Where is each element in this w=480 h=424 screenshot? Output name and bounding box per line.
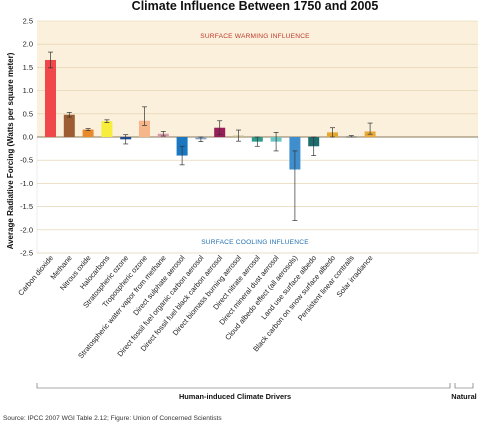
bar (139, 120, 150, 137)
plot-area: 2.5 2.0 1.5 1.0 0.5 0.0 -0.5 -1.0 -1.5 -2.0 -2.5 (20, 17, 479, 258)
y-tick-label: 1.0 (23, 86, 33, 95)
warming-zone-label: SURFACE WARMING INFLUENCE (200, 33, 310, 40)
y-tick-label: -1.0 (20, 179, 33, 188)
y-tick-label: 2.5 (23, 17, 33, 26)
human-group-label: Human-induced Climate Drivers (179, 392, 291, 401)
y-tick-label: -0.5 (20, 156, 33, 165)
source-note: Source: IPCC 2007 WGI Table 2.12; Figure… (3, 415, 222, 422)
y-tick-label: 1.5 (23, 63, 33, 72)
cooling-zone-label: SURFACE COOLING INFLUENCE (201, 239, 309, 246)
y-tick-label: 2.0 (23, 40, 33, 49)
warming-zone (37, 21, 478, 137)
y-tick-label: 0.5 (23, 109, 33, 118)
chart-title: Climate Influence Between 1750 and 2005 (132, 0, 379, 13)
bar (45, 59, 56, 138)
bar (101, 121, 113, 137)
y-axis-label: Average Radiative Forcing (Watts per squ… (6, 52, 15, 249)
natural-group-bracket (454, 383, 474, 389)
natural-group-label: Natural (451, 392, 476, 401)
y-tick-label: -2.0 (20, 225, 33, 234)
y-tick-label: 0.0 (23, 133, 33, 142)
y-tick-label: -2.5 (20, 249, 33, 258)
human-group-bracket (36, 383, 451, 389)
bar (82, 129, 94, 137)
group-brackets (36, 383, 474, 389)
cooling-zone (36, 136, 479, 254)
bar (63, 114, 75, 137)
y-tick-label: -1.5 (20, 202, 33, 211)
